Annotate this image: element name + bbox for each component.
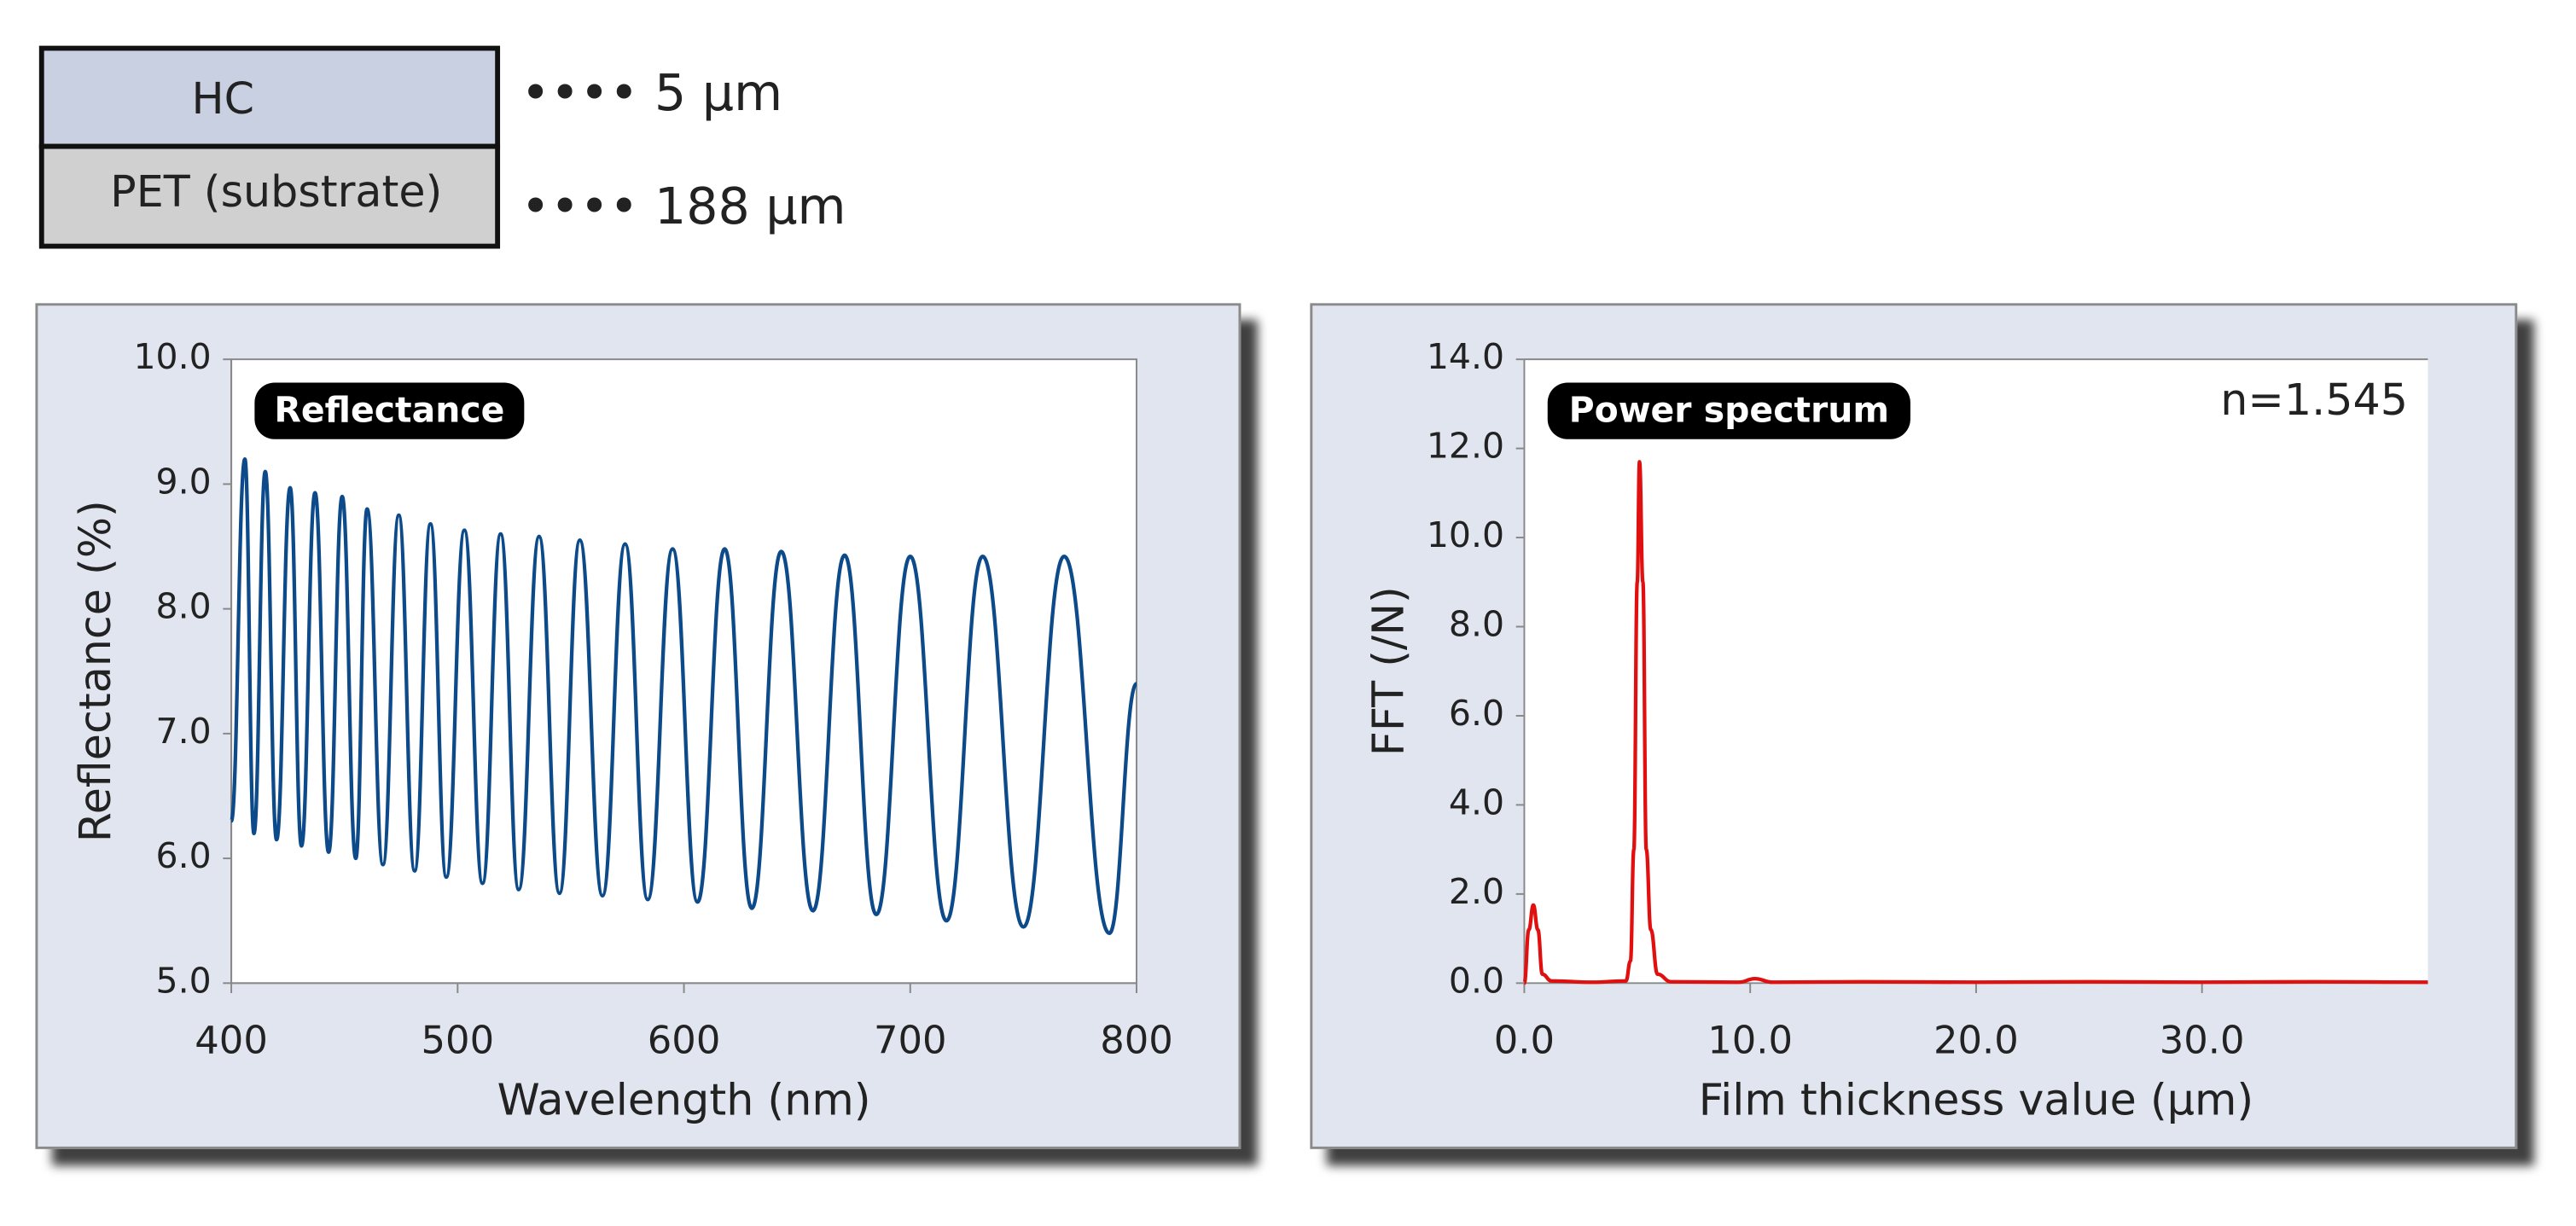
y-tick-label: 14.0 — [1427, 336, 1504, 377]
plot-area — [1524, 359, 2428, 984]
y-tick-label: 8.0 — [156, 586, 212, 627]
x-tick-label: 700 — [874, 1018, 947, 1063]
y-tick-label: 0.0 — [1449, 960, 1504, 1001]
x-tick-label: 400 — [195, 1018, 268, 1063]
y-tick-label: 12.0 — [1427, 426, 1504, 467]
chart-title: Reflectance — [274, 390, 504, 431]
layer-pet — [38, 143, 501, 249]
x-tick-label: 600 — [648, 1018, 721, 1063]
y-tick-label: 2.0 — [1449, 871, 1504, 912]
y-tick-label: 8.0 — [1449, 604, 1504, 645]
layer-label: HC — [192, 73, 255, 124]
y-tick-label: 4.0 — [1449, 782, 1504, 822]
chart-title: Power spectrum — [1569, 390, 1889, 431]
annotation: n=1.545 — [2220, 375, 2408, 425]
data-line — [1522, 460, 2428, 985]
x-tick-label: 800 — [1100, 1018, 1173, 1063]
y-axis-label: FFT (/N) — [1363, 586, 1413, 756]
layer-thickness: •••• 5 μm — [520, 64, 782, 122]
layer-hc — [38, 45, 501, 149]
badge — [254, 382, 525, 439]
x-tick-label: 30.0 — [2160, 1018, 2245, 1063]
badge — [1547, 382, 1910, 439]
y-axis-label: Reflectance (%) — [70, 500, 120, 842]
x-tick-label: 20.0 — [1933, 1018, 2019, 1063]
y-tick-label: 6.0 — [1449, 693, 1504, 734]
data-line — [229, 456, 1139, 935]
layer-label: PET (substrate) — [110, 166, 442, 217]
x-axis-label: Film thickness value (μm) — [1699, 1075, 2253, 1125]
y-tick-label: 5.0 — [156, 960, 212, 1001]
y-tick-label: 7.0 — [156, 711, 212, 752]
x-tick-label: 10.0 — [1707, 1018, 1793, 1063]
y-tick-label: 10.0 — [134, 336, 212, 377]
x-axis-label: Wavelength (nm) — [497, 1075, 871, 1125]
x-tick-label: 500 — [422, 1018, 495, 1063]
y-tick-label: 10.0 — [1427, 514, 1504, 555]
x-tick-label: 0.0 — [1494, 1018, 1555, 1063]
layer-thickness: •••• 188 μm — [520, 177, 846, 235]
y-tick-label: 6.0 — [156, 835, 212, 876]
y-tick-label: 9.0 — [156, 461, 212, 502]
